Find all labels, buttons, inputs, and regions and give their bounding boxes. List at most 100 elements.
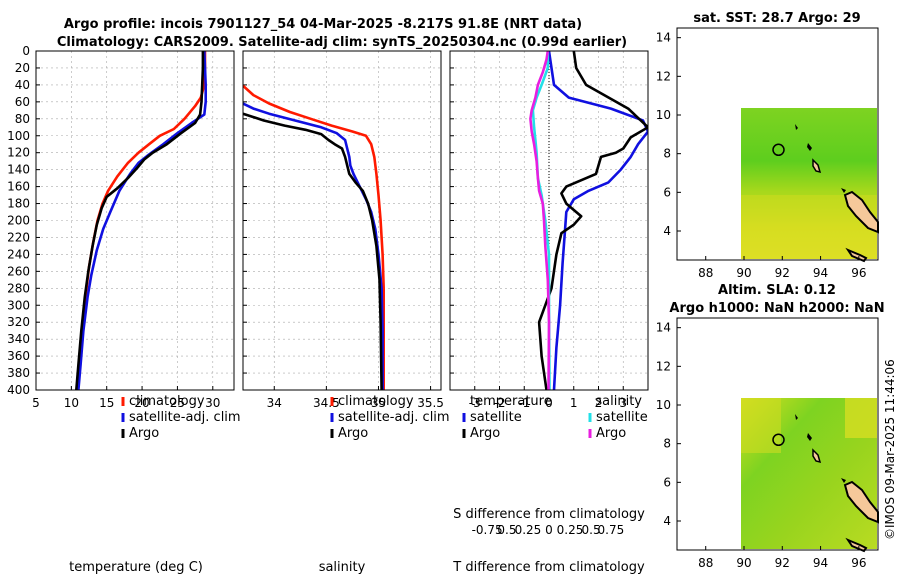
nicobar-island-3 bbox=[795, 124, 798, 130]
legend-label-s-argo: Argo bbox=[596, 426, 626, 441]
x-tick-label: 5 bbox=[32, 396, 40, 410]
map-x-tick-label: 92 bbox=[775, 556, 790, 570]
s-difference-tick: 0.5 bbox=[497, 523, 516, 537]
legend-label-t-satellite: satellite bbox=[470, 410, 522, 425]
s-difference-label: S difference from climatology bbox=[453, 507, 645, 522]
map-y-tick-label: 8 bbox=[663, 147, 671, 161]
temperature-xlabel: temperature (deg C) bbox=[69, 560, 203, 575]
depth-tick-label: 0 bbox=[22, 44, 30, 58]
nicobar-island-2 bbox=[807, 143, 812, 151]
s-difference-tick-labels: -0.750.50.25 0 0.250.50.75 bbox=[472, 523, 625, 537]
s-difference-tick: 0.25 bbox=[515, 523, 542, 537]
map-x-tick-label: 92 bbox=[775, 266, 790, 280]
map-x-tick-label: 94 bbox=[813, 266, 828, 280]
difference-tick-labels: -3 -2 -1 0 1 2 3 bbox=[469, 396, 627, 410]
difference-axes-frame bbox=[449, 50, 649, 391]
map-x-tick-label: 90 bbox=[736, 556, 751, 570]
map-x-tick-label: 96 bbox=[851, 266, 866, 280]
temperature-axes-frame bbox=[35, 50, 235, 391]
map-y-tick-label: 12 bbox=[656, 69, 671, 83]
s-difference-tick: 0 bbox=[545, 523, 553, 537]
temperature-legend: climatology satellite-adj. clim Argo bbox=[121, 394, 241, 441]
s-difference-tick: -0.75 bbox=[472, 523, 503, 537]
legend-label-satellite: satellite-adj. clim bbox=[129, 410, 241, 425]
legend-label-s-satellite: satellite bbox=[596, 410, 648, 425]
depth-tick-label: 280 bbox=[7, 281, 30, 295]
temperature-panel: 0 20 40 60 80 100 120 140 160 180 200 220 240 260 280 3… bbox=[7, 44, 241, 575]
nicobar-island-2 bbox=[807, 433, 812, 441]
x-tick-label: 34 bbox=[267, 396, 282, 410]
depth-tick-label: 360 bbox=[7, 349, 30, 363]
x-tick-label: 3 bbox=[619, 396, 627, 410]
series-line-s-argo bbox=[529, 51, 551, 390]
difference-legend: temperature salinity satellite Argo sate… bbox=[462, 394, 648, 441]
sst-field bbox=[741, 108, 877, 259]
map-y-tick-label: 10 bbox=[656, 108, 671, 122]
series-line-t-argo bbox=[537, 51, 648, 390]
map-x-tick-label: 94 bbox=[813, 556, 828, 570]
series-line-argo bbox=[75, 51, 205, 390]
map-y-tick-label: 14 bbox=[656, 321, 671, 335]
map-x-tick-label: 96 bbox=[851, 556, 866, 570]
sla-map-title-line2: Argo h1000: NaN h2000: NaN bbox=[669, 301, 884, 316]
salinity-panel: 34 34.5 35 35.5 salinity climatology satell… bbox=[242, 50, 450, 575]
sla-map-frame bbox=[676, 317, 879, 551]
depth-tick-label: 80 bbox=[15, 112, 30, 126]
legend-label-climatology: climatology bbox=[129, 394, 205, 409]
sst-map-panel: sat. SST: 28.7 Argo: 29 88 90 92 94 96 4 6 8 10 1… bbox=[656, 11, 879, 280]
x-tick-label: 30 bbox=[205, 396, 220, 410]
map-x-tick-label: 88 bbox=[698, 556, 713, 570]
salinity-lines bbox=[243, 84, 385, 390]
map-y-tick-label: 8 bbox=[663, 437, 671, 451]
x-tick-label: -2 bbox=[494, 396, 506, 410]
salinity-axes-frame bbox=[242, 50, 442, 391]
series-line-climatology bbox=[243, 84, 385, 390]
sla-map-tick-labels: 88 90 92 94 96 4 6 8 10 12 14 bbox=[656, 321, 867, 570]
depth-tick-label: 160 bbox=[7, 180, 30, 194]
sla-map-title-line1: Altim. SLA: 0.12 bbox=[718, 283, 836, 298]
argo-position-marker bbox=[772, 143, 785, 157]
x-tick-label: 35 bbox=[371, 396, 386, 410]
s-difference-tick: 0.5 bbox=[582, 523, 601, 537]
depth-tick-label: 220 bbox=[7, 230, 30, 244]
sst-map-frame bbox=[676, 27, 879, 261]
x-tick-label: 0 bbox=[545, 396, 553, 410]
legend-title-temperature: temperature bbox=[470, 394, 552, 409]
legend-label-t-argo: Argo bbox=[470, 426, 500, 441]
nicobar-island bbox=[812, 158, 822, 174]
map-y-tick-label: 10 bbox=[656, 398, 671, 412]
depth-tick-label: 300 bbox=[7, 298, 30, 312]
depth-tick-label: 140 bbox=[7, 163, 30, 177]
sla-high-patch bbox=[845, 398, 877, 438]
depth-tick-label: 20 bbox=[15, 61, 30, 75]
difference-grid bbox=[450, 50, 648, 391]
depth-tick-label: 200 bbox=[7, 214, 30, 228]
s-difference-tick: 0.75 bbox=[598, 523, 625, 537]
x-tick-label: -3 bbox=[469, 396, 481, 410]
map-y-tick-label: 14 bbox=[656, 31, 671, 45]
depth-tick-label: 40 bbox=[15, 78, 30, 92]
depth-tick-label: 240 bbox=[7, 247, 30, 261]
legend-label-argo: Argo bbox=[129, 426, 159, 441]
series-line-satellite-adj-clim bbox=[243, 102, 384, 390]
legend-label-argo: Argo bbox=[338, 426, 368, 441]
depth-tick-label: 180 bbox=[7, 197, 30, 211]
sla-map-panel: Altim. SLA: 0.12 Argo h1000: NaN h2000: … bbox=[656, 283, 885, 570]
legend-title-salinity: salinity bbox=[595, 394, 642, 409]
depth-tick-label: 60 bbox=[15, 95, 30, 109]
depth-tick-label: 320 bbox=[7, 315, 30, 329]
sst-map-title: sat. SST: 28.7 Argo: 29 bbox=[693, 11, 860, 26]
series-line-t-satellite bbox=[547, 51, 648, 390]
sst-map-tick-labels: 88 90 92 94 96 4 6 8 10 12 14 bbox=[656, 31, 867, 280]
difference-lines bbox=[529, 51, 648, 390]
imos-credit: ©IMOS 09-Mar-2025 11:44:06 bbox=[883, 359, 897, 540]
map-y-tick-label: 4 bbox=[663, 514, 671, 528]
x-tick-label: 25 bbox=[170, 396, 185, 410]
map-x-tick-label: 88 bbox=[698, 266, 713, 280]
depth-tick-label: 100 bbox=[7, 129, 30, 143]
x-tick-label: 15 bbox=[99, 396, 114, 410]
series-line-satellite-adj-clim bbox=[77, 51, 207, 390]
argo-position-marker bbox=[772, 433, 785, 447]
depth-tick-labels: 0 20 40 60 80 100 120 140 160 180 200 220 240 260 280 3… bbox=[7, 44, 30, 397]
